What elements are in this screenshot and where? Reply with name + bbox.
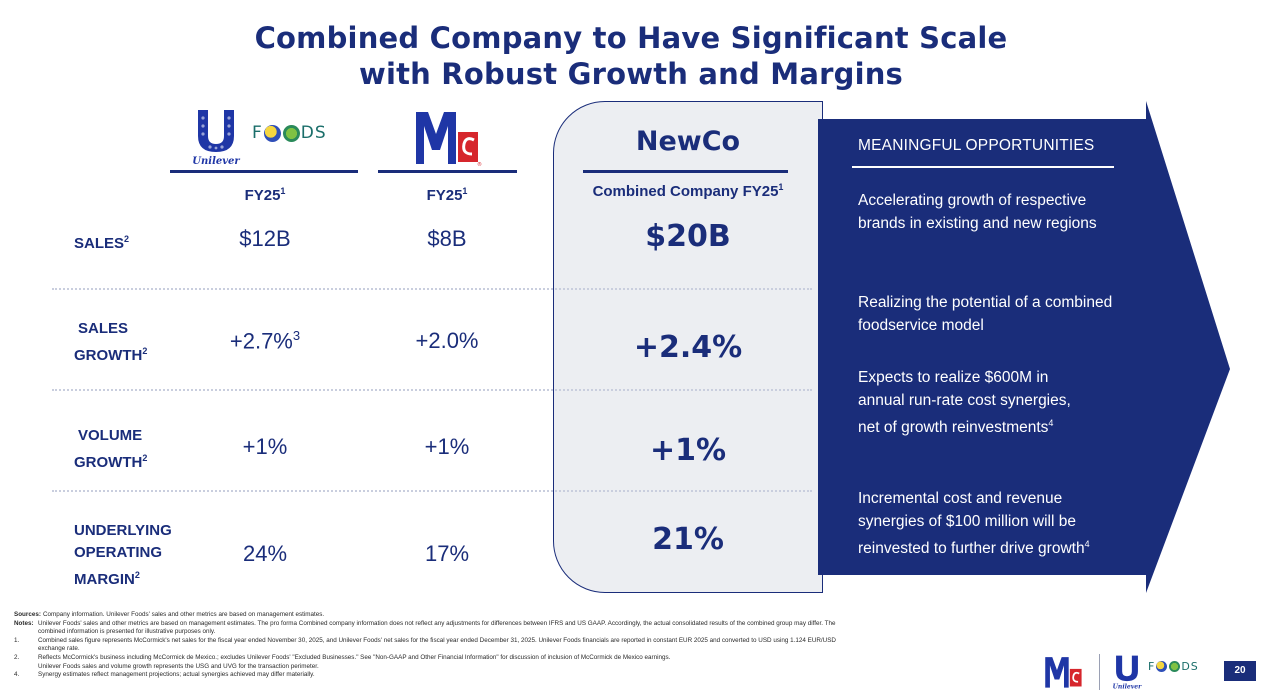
row-separator [52, 288, 812, 290]
newco-subtitle: Combined Company FY251 [592, 182, 784, 200]
opportunity-item: Expects to realize $600M in annual run-r… [858, 369, 1071, 437]
column-rule [170, 170, 358, 173]
footer-mccormick-logo [1045, 657, 1082, 688]
opportunities-arrow [818, 101, 1230, 593]
mccormick-logo: ® [416, 112, 482, 168]
unilever-wordmark: Unilever [192, 156, 240, 167]
opportunity-item: Realizing the potential of a combined fo… [858, 294, 1113, 334]
slide-title: Combined Company to Have Significant Sca… [0, 20, 1262, 92]
unilever-logo: Unilever [192, 110, 240, 167]
foods-logo-o-icon [263, 124, 281, 142]
cell-newco-sales: $20B [645, 219, 731, 254]
title-line-2: with Robust Growth and Margins [358, 57, 904, 91]
cell-mccormick-sales-growth: +2.0% [415, 328, 479, 353]
newco-rule [583, 170, 788, 173]
cell-newco-operating-margin: 21% [652, 522, 724, 557]
foods-logo-o-icon [282, 124, 300, 142]
opportunities-rule [852, 166, 1114, 168]
footer-unilever-wordmark: Unilever [1113, 683, 1143, 690]
foods-logo: F DS [252, 120, 327, 146]
opportunity-item: Incremental cost and revenue synergies o… [858, 490, 1090, 558]
footer-foods-o-icon [1169, 661, 1181, 672]
row-label-sales-growth: SALES GROWTH2 [74, 320, 148, 364]
row-separator [52, 389, 812, 391]
cell-newco-volume-growth: +1% [649, 433, 727, 468]
column-header-unilever-foods: FY251 [244, 186, 286, 204]
row-separator [52, 490, 812, 492]
foods-logo-f: F [252, 123, 263, 143]
footer-foods-ds: DS [1181, 660, 1199, 673]
page-number: 20 [1224, 661, 1256, 681]
svg-text:®: ® [477, 161, 482, 168]
row-label-volume-growth: VOLUME GROWTH2 [74, 427, 148, 471]
cell-mccormick-volume-growth: +1% [424, 434, 470, 459]
cell-unilever-operating-margin: 24% [242, 541, 288, 566]
opportunity-item: Accelerating growth of respective brands… [858, 192, 1097, 232]
title-line-1: Combined Company to Have Significant Sca… [254, 21, 1008, 55]
footer-foods-logo: F DS [1148, 660, 1199, 673]
column-header-mccormick: FY251 [426, 186, 468, 204]
footnotes: Sources: Company information. Unilever Fo… [14, 611, 836, 679]
footer-foods-f: F [1148, 660, 1156, 673]
column-rule [378, 170, 517, 173]
foods-logo-ds: DS [300, 123, 327, 143]
cell-newco-sales-growth: +2.4% [633, 330, 743, 365]
footer-divider [1099, 654, 1100, 690]
newco-title: NewCo [635, 126, 741, 157]
footer-unilever-logo: Unilever [1113, 655, 1143, 690]
footer-foods-o-icon [1156, 661, 1168, 672]
cell-unilever-volume-growth: +1% [242, 434, 288, 459]
cell-unilever-sales: $12B [239, 226, 291, 251]
cell-mccormick-sales: $8B [427, 226, 467, 251]
newco-panel [553, 101, 823, 593]
row-label-sales: SALES2 [74, 234, 130, 252]
opportunities-title: MEANINGFUL OPPORTUNITIES [858, 137, 1095, 154]
row-label-operating-margin: UNDERLYING OPERATING MARGIN2 [74, 522, 172, 588]
cell-mccormick-operating-margin: 17% [424, 541, 470, 566]
cell-unilever-sales-growth: +2.7%3 [229, 328, 301, 354]
